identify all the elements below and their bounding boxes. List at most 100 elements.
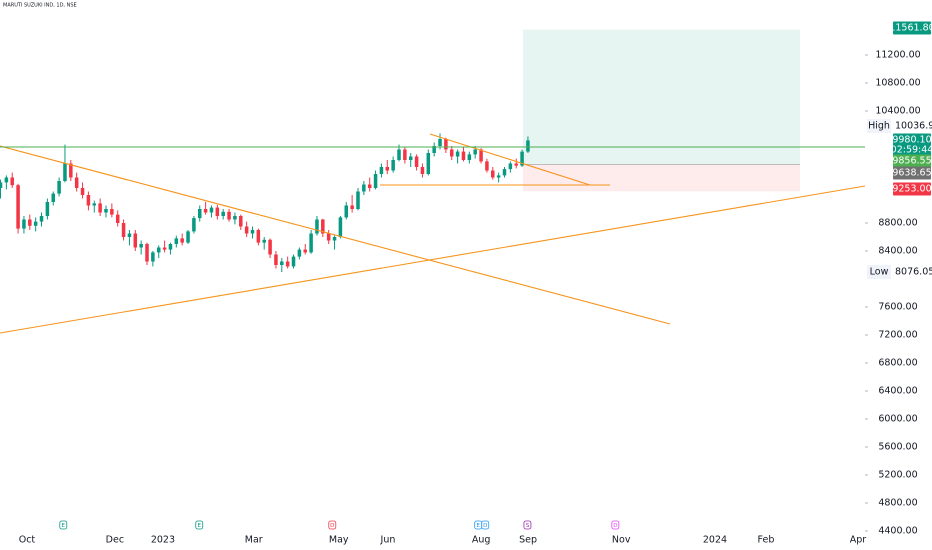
event-label: D [330, 523, 334, 529]
candle-body [373, 173, 378, 189]
candle-body [104, 209, 108, 213]
candle-body [520, 151, 524, 166]
price-label: 9980.10 [892, 135, 931, 146]
candle-body [192, 218, 196, 232]
candle-body [39, 216, 44, 222]
event-label: D [483, 523, 487, 529]
candle-body [280, 261, 284, 266]
event-icon [481, 520, 490, 530]
candle-body [379, 166, 384, 174]
candle-body [321, 219, 325, 234]
candle-body [262, 239, 266, 243]
candle-body [256, 230, 261, 243]
drawings [523, 29, 800, 192]
candle-body [344, 205, 349, 218]
x-tick-label: Feb [758, 535, 775, 546]
countdown: 02:59:44 [891, 145, 932, 156]
candle-body [139, 244, 143, 248]
price-label-bg [893, 21, 931, 35]
y-tick-label: 8800.00 [878, 218, 917, 229]
candle-body [57, 180, 61, 194]
candle-body [461, 151, 466, 160]
price-label: 9638.65 [892, 168, 931, 179]
candle-body [92, 203, 97, 206]
candle-body [332, 237, 337, 241]
y-tick-label: 6000.00 [878, 414, 917, 425]
trendline[interactable] [0, 145, 671, 325]
candle-body [162, 247, 167, 250]
candle-body [121, 223, 126, 238]
candle-body [186, 231, 190, 243]
x-tick-label: 2023 [151, 535, 175, 546]
candle-body [444, 138, 448, 150]
x-tick-label: Apr [850, 535, 867, 546]
event-label: D [613, 523, 617, 529]
y-tick-label: 11200.00 [875, 49, 920, 60]
candle-body [51, 193, 56, 203]
candle-body [74, 177, 79, 189]
candle-body [408, 156, 413, 160]
candle-body [356, 191, 360, 210]
x-tick-label: 2024 [703, 535, 727, 546]
y-tick-label: 4800.00 [878, 498, 917, 509]
trendline[interactable] [0, 185, 866, 334]
extreme-tag-bg [867, 265, 891, 279]
candle-body [268, 239, 272, 255]
price-label: 8076.05 [895, 267, 932, 278]
y-tick-label: 7600.00 [878, 302, 917, 313]
event-icon [611, 520, 620, 530]
candle-body [303, 249, 308, 253]
candle-body [239, 216, 243, 227]
candle-body [485, 161, 489, 171]
candle-body [455, 151, 460, 157]
candle-body [508, 163, 513, 170]
candle-body [221, 211, 225, 217]
profit-zone [523, 29, 800, 165]
candle-body [0, 182, 3, 189]
candle-body [151, 252, 155, 262]
candle-body [479, 149, 483, 162]
candle-body [502, 169, 507, 176]
price-label: 11561.80 [889, 23, 932, 34]
trendline[interactable] [429, 133, 591, 186]
event-icon [59, 520, 68, 530]
x-tick-label: May [329, 535, 349, 546]
candle-body [514, 163, 518, 166]
price-label-bg [893, 154, 931, 168]
candle-body [350, 205, 354, 210]
candle-body [127, 233, 132, 238]
chart-title: MARUTI SUZUKI IND, 1D, NSE [3, 3, 77, 9]
candle-body [215, 207, 220, 217]
event-icon [328, 520, 337, 530]
candle-body [285, 261, 290, 267]
candle-body [338, 217, 343, 238]
candle-body [203, 209, 208, 213]
x-tick-label: Aug [472, 535, 491, 546]
candle-body [491, 170, 495, 178]
candle-body [22, 219, 26, 229]
candle-body [449, 149, 454, 157]
y-tick-label: 7200.00 [878, 330, 917, 341]
x-tick-label: Sep [519, 535, 537, 546]
extreme-tag: Low [870, 267, 889, 278]
y-tick-label: 5200.00 [878, 470, 917, 481]
x-tick-label: Jun [380, 535, 396, 546]
candle-body [80, 188, 85, 196]
event-label: E [198, 523, 202, 529]
x-tick-label: Oct [19, 535, 36, 546]
candle-body [244, 226, 249, 234]
candle-body [145, 244, 149, 262]
y-tick-label: 8400.00 [878, 246, 917, 257]
candle-body [10, 177, 14, 186]
candle-body [110, 209, 114, 215]
candle-body [326, 233, 331, 241]
y-tick-label: 5600.00 [878, 442, 917, 453]
y-tick-label: 6800.00 [878, 358, 917, 369]
candle-body [69, 163, 73, 178]
candle-body [115, 214, 120, 224]
event-icon [195, 520, 204, 530]
candle-body [426, 152, 431, 174]
y-tick-label: 10400.00 [875, 105, 920, 116]
candle-body [233, 216, 237, 220]
candle-body [156, 247, 161, 253]
